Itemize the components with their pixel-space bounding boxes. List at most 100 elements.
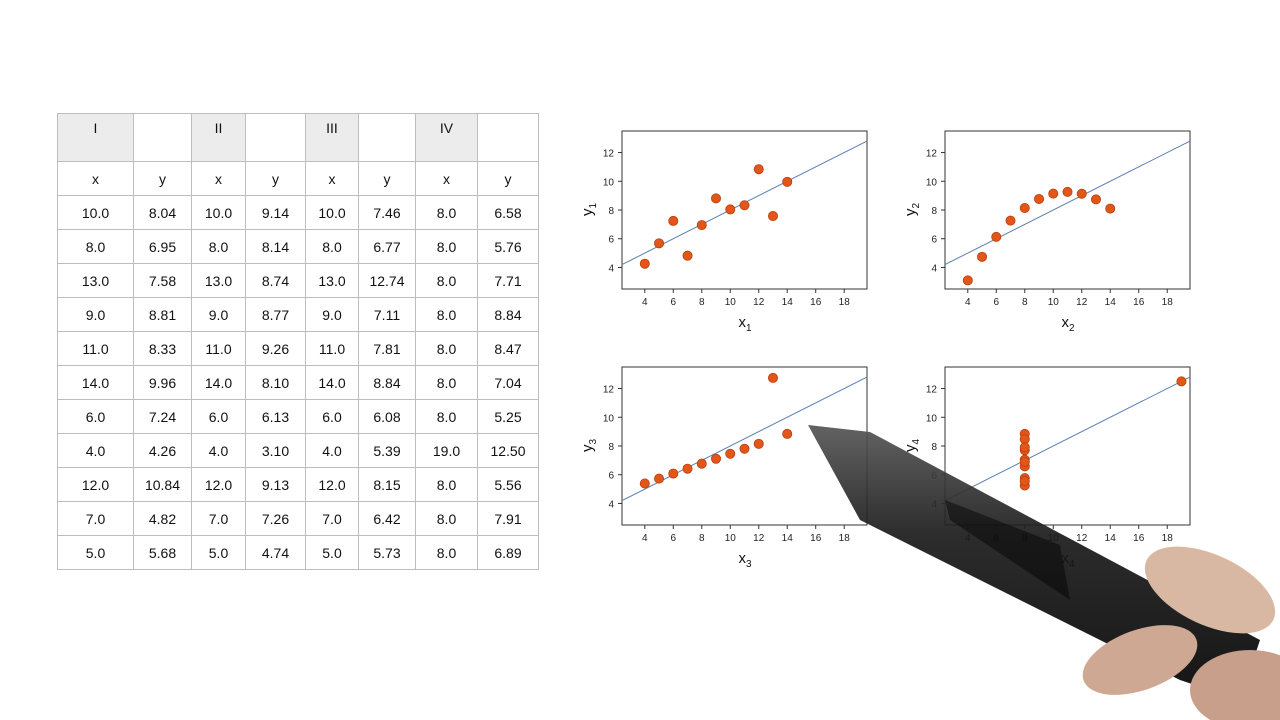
table-cell: 7.26: [245, 501, 306, 536]
table-cell: 8.0: [415, 467, 478, 502]
data-point: [725, 204, 736, 215]
table-cell: 8.84: [358, 365, 416, 400]
x-tick-label: 14: [1105, 297, 1117, 308]
x-tick-label: 10: [725, 297, 737, 308]
table-cell: 5.0: [57, 535, 134, 570]
table-cell: 5.73: [358, 535, 416, 570]
data-point: [711, 193, 722, 204]
data-point: [654, 473, 665, 484]
table-cell: 11.0: [305, 331, 359, 366]
table-cell: 7.0: [57, 501, 134, 536]
data-point: [639, 258, 650, 269]
data-point: [1062, 186, 1073, 197]
table-cell: 8.0: [415, 399, 478, 434]
data-point: [654, 238, 665, 249]
table-cell: 8.0: [191, 229, 246, 264]
table-cell: 6.89: [477, 535, 539, 570]
x-tick-label: 16: [1133, 533, 1145, 544]
table-cell: 13.0: [305, 263, 359, 298]
data-point: [782, 176, 793, 187]
table-cell: 8.0: [415, 501, 478, 536]
group-header-cell: [477, 113, 539, 162]
table-row: 12.0 10.84 12.0 9.13 12.0 8.15 8.0 5.56: [57, 467, 539, 502]
table-cell: 8.10: [245, 365, 306, 400]
x-tick-label: 4: [965, 533, 971, 544]
table-cell: 6.08: [358, 399, 416, 434]
data-point: [1076, 188, 1087, 199]
data-point: [682, 463, 693, 474]
data-point: [682, 250, 693, 261]
y-tick-label: 8: [931, 206, 937, 217]
group-header-cell: I: [57, 113, 134, 162]
x-tick-label: 14: [782, 533, 794, 544]
table-cell: 4.0: [57, 433, 134, 468]
y-axis-label: y3: [579, 439, 599, 453]
table-cell: 9.0: [305, 297, 359, 332]
x-tick-label: 18: [1162, 297, 1174, 308]
table-cell: 13.0: [191, 263, 246, 298]
x-tick-label: 8: [699, 297, 705, 308]
data-point: [1019, 442, 1030, 453]
table-cell: 8.04: [133, 195, 192, 230]
x-tick-label: 8: [1022, 533, 1028, 544]
table-cell: 6.0: [57, 399, 134, 434]
table-cell: 12.0: [191, 467, 246, 502]
table-cell: 3.10: [245, 433, 306, 468]
table-row: 10.0 8.04 10.0 9.14 10.0 7.46 8.0 6.58: [57, 195, 539, 230]
y-tick-label: 10: [603, 177, 615, 188]
table-cell: 8.47: [477, 331, 539, 366]
column-header-cell: y: [245, 161, 306, 196]
x-axis-label: x4: [1062, 550, 1076, 570]
table-cell: 8.0: [415, 365, 478, 400]
table-cell: 7.91: [477, 501, 539, 536]
table-cell: 9.0: [191, 297, 246, 332]
y-tick-label: 8: [608, 442, 614, 453]
x-tick-label: 4: [965, 297, 971, 308]
table-cell: 14.0: [305, 365, 359, 400]
table-row: 5.0 5.68 5.0 4.74 5.0 5.73 8.0 6.89: [57, 535, 539, 570]
table-cell: 8.0: [415, 297, 478, 332]
plot-frame: [944, 130, 1191, 290]
table-cell: 6.13: [245, 399, 306, 434]
table-cell: 5.39: [358, 433, 416, 468]
data-point: [977, 251, 988, 262]
table-row: 7.0 4.82 7.0 7.26 7.0 6.42 8.0 7.91: [57, 501, 539, 536]
table-cell: 7.58: [133, 263, 192, 298]
table-cell: 14.0: [57, 365, 134, 400]
table-cell: 8.0: [415, 229, 478, 264]
plot-frame: [944, 366, 1191, 526]
table-cell: 9.96: [133, 365, 192, 400]
x-tick-label: 8: [699, 533, 705, 544]
table-cell: 11.0: [57, 331, 134, 366]
column-header-cell: x: [191, 161, 246, 196]
table-row: 6.0 7.24 6.0 6.13 6.0 6.08 8.0 5.25: [57, 399, 539, 434]
data-point: [782, 428, 793, 439]
y-tick-label: 6: [931, 471, 937, 482]
y-tick-label: 12: [926, 385, 938, 396]
column-header-cell: x: [415, 161, 478, 196]
table-cell: 4.74: [245, 535, 306, 570]
y-tick-label: 6: [608, 471, 614, 482]
group-header-cell: [245, 113, 306, 162]
group-header-cell: [358, 113, 416, 162]
table-row: 8.0 6.95 8.0 8.14 8.0 6.77 8.0 5.76: [57, 229, 539, 264]
data-point: [1090, 194, 1101, 205]
table-cell: 8.0: [415, 331, 478, 366]
table-cell: 10.0: [57, 195, 134, 230]
y-tick-label: 10: [926, 413, 938, 424]
data-point: [1176, 376, 1187, 387]
table-cell: 13.0: [57, 263, 134, 298]
data-point: [1019, 476, 1030, 487]
x-tick-label: 4: [642, 297, 648, 308]
table-cell: 11.0: [191, 331, 246, 366]
data-point: [739, 443, 750, 454]
table-cell: 8.33: [133, 331, 192, 366]
data-point: [753, 438, 764, 449]
y-axis-label: y1: [579, 203, 599, 217]
group-header-row: I II III IV: [57, 113, 539, 162]
table-cell: 19.0: [415, 433, 478, 468]
table-row: 9.0 8.81 9.0 8.77 9.0 7.11 8.0 8.84: [57, 297, 539, 332]
table-cell: 10.0: [191, 195, 246, 230]
column-header-cell: y: [477, 161, 539, 196]
